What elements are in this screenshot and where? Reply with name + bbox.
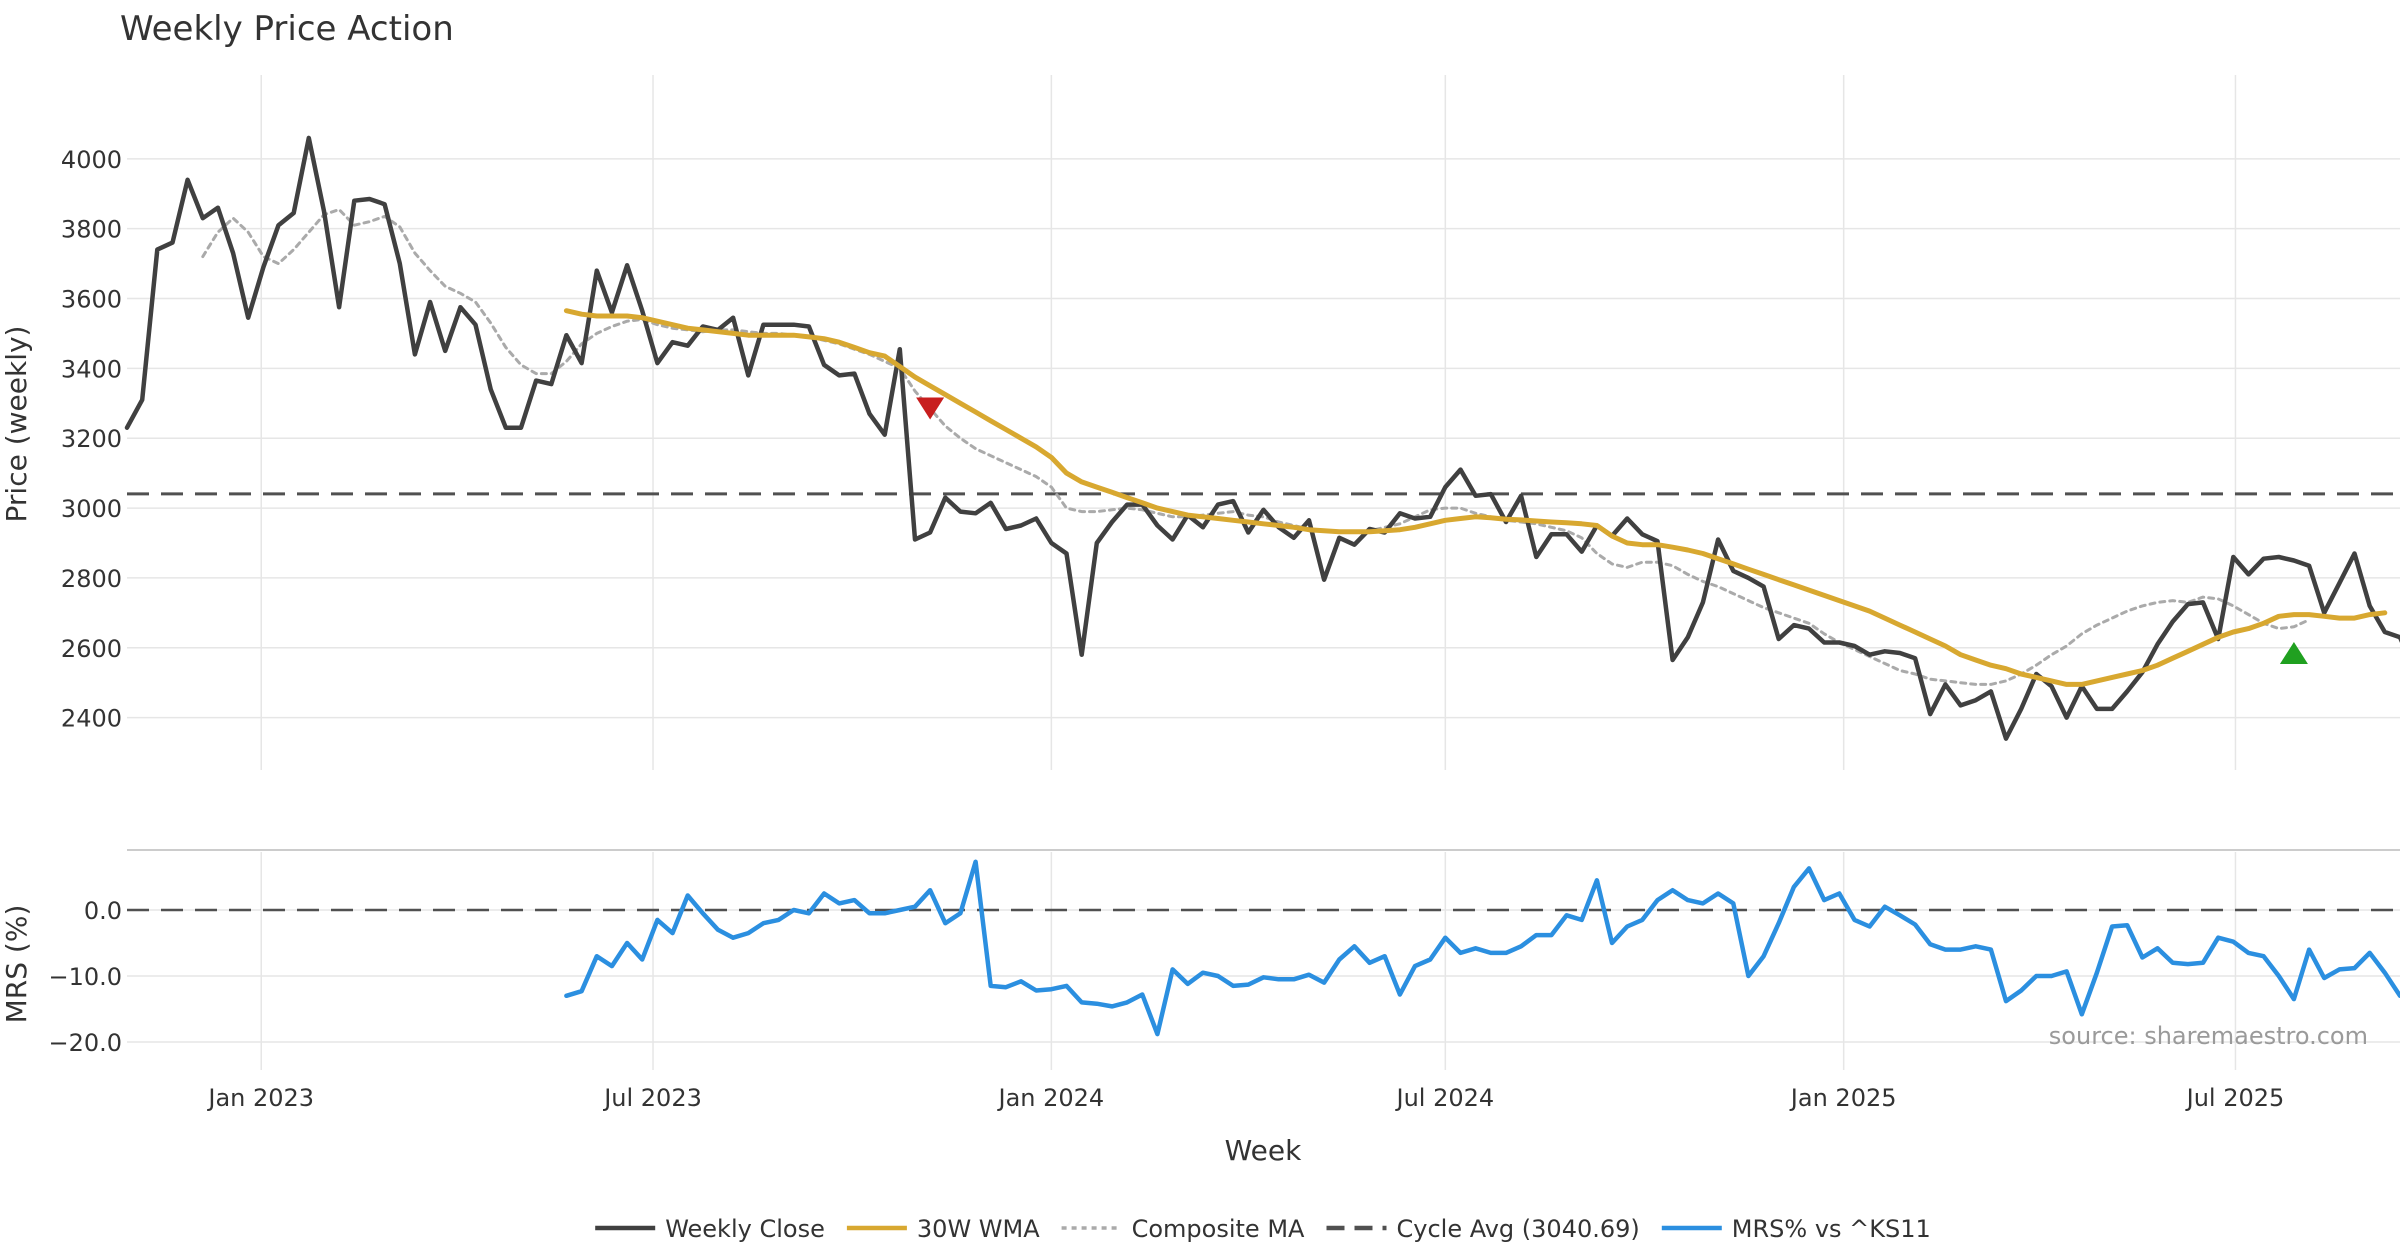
mrs-y-tick-label: −10.0	[48, 963, 122, 991]
legend-label: Cycle Avg (3040.69)	[1397, 1215, 1640, 1243]
mrs-x-gridlines	[260, 852, 2237, 1070]
sell-signal-marker	[916, 397, 945, 420]
legend-label: MRS% vs ^KS11	[1732, 1215, 1931, 1243]
price-panel: 2400 2600 2800 3000 3200 3400 3600 3800 4000	[61, 75, 2400, 770]
y-tick-label: 3400	[61, 355, 122, 383]
signal-markers	[916, 397, 2308, 665]
x-tick-label: Jul 2024	[1395, 1084, 1495, 1112]
legend-label: Composite MA	[1132, 1215, 1305, 1243]
wma-30w-line	[563, 308, 2388, 687]
y-tick-label: 2800	[61, 565, 122, 593]
mrs-y-tick-label: −20.0	[48, 1029, 122, 1057]
x-tick-label: Jan 2024	[997, 1084, 1105, 1112]
x-axis-ticks: Jan 2023 Jul 2023 Jan 2024 Jul 2024 Jan 2025…	[206, 1084, 2284, 1112]
x-tick-label: Jul 2025	[2185, 1084, 2285, 1112]
legend-label: Weekly Close	[665, 1215, 825, 1243]
legend-item: Cycle Avg (3040.69)	[1326, 1215, 1640, 1243]
x-axis-label: Week	[1225, 1134, 1302, 1167]
buy-signal-marker	[2279, 642, 2308, 665]
legend-item: Composite MA	[1061, 1215, 1305, 1243]
legend-label: 30W WMA	[917, 1215, 1040, 1243]
price-y-axis-ticks: 2400 2600 2800 3000 3200 3400 3600 3800 4000	[61, 146, 2400, 733]
x-tick-label: Jan 2025	[1789, 1084, 1897, 1112]
y-tick-label: 3800	[61, 216, 122, 244]
x-tick-label: Jan 2023	[206, 1084, 314, 1112]
price-y-axis-label: Price (weekly)	[0, 326, 33, 523]
legend-item: Weekly Close	[595, 1215, 825, 1243]
weekly-close-line	[124, 135, 2400, 741]
mrs-panel: 0.0 −10.0 −20.0	[48, 852, 2400, 1070]
y-tick-label: 3600	[61, 286, 122, 314]
y-tick-label: 4000	[61, 146, 122, 174]
legend-item: 30W WMA	[846, 1215, 1040, 1243]
mrs-y-axis-label: MRS (%)	[0, 905, 33, 1024]
source-watermark: source: sharemaestro.com	[2049, 1022, 2368, 1050]
price-x-gridlines	[260, 75, 2237, 770]
chart-title: Weekly Price Action	[120, 9, 454, 49]
mrs-y-tick-label: 0.0	[84, 897, 122, 925]
y-tick-label: 2400	[61, 705, 122, 733]
y-tick-label: 2600	[61, 635, 122, 663]
x-tick-label: Jul 2023	[602, 1084, 702, 1112]
mrs-line	[564, 859, 2400, 1037]
y-tick-label: 3200	[61, 425, 122, 453]
legend-item: MRS% vs ^KS11	[1661, 1215, 1931, 1243]
legend: Weekly Close 30W WMA Composite MA Cycle Avg…	[595, 1215, 1931, 1243]
y-tick-label: 3000	[61, 495, 122, 523]
